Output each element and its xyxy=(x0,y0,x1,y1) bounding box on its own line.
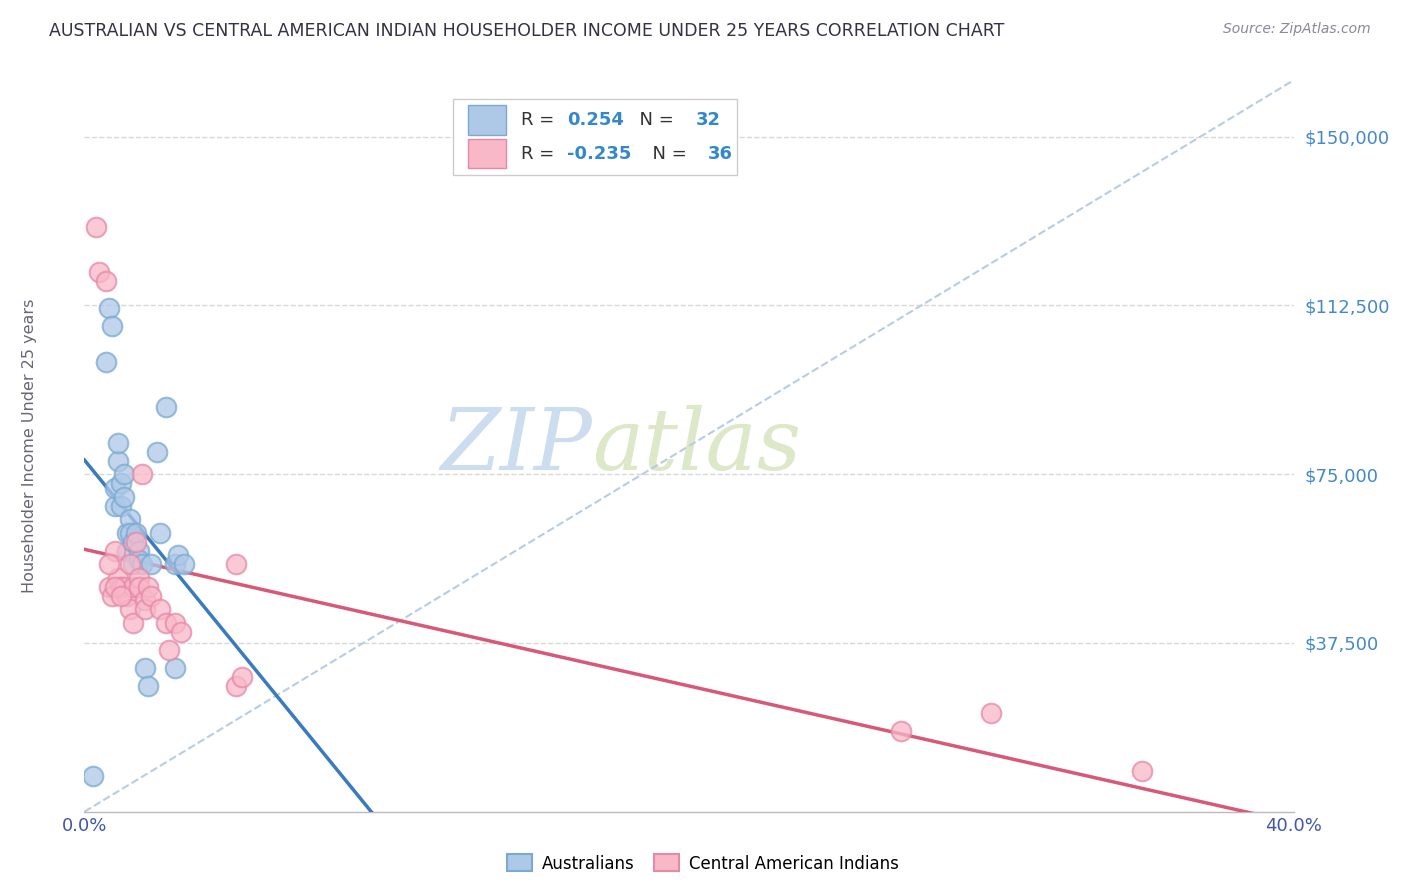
Point xyxy=(128,571,150,585)
Point xyxy=(121,580,143,594)
Text: 32: 32 xyxy=(696,112,721,129)
Text: N =: N = xyxy=(628,112,681,129)
Point xyxy=(121,534,143,549)
Point xyxy=(1130,764,1153,779)
Point xyxy=(128,580,150,594)
Point xyxy=(155,400,177,414)
Text: N =: N = xyxy=(641,145,692,163)
Point xyxy=(110,589,132,603)
Point xyxy=(112,467,135,482)
Point xyxy=(110,580,132,594)
Point xyxy=(118,512,141,526)
Point xyxy=(134,602,156,616)
Point xyxy=(165,661,187,675)
Text: -0.235: -0.235 xyxy=(567,145,631,163)
Text: AUSTRALIAN VS CENTRAL AMERICAN INDIAN HOUSEHOLDER INCOME UNDER 25 YEARS CORRELAT: AUSTRALIAN VS CENTRAL AMERICAN INDIAN HO… xyxy=(49,22,1004,40)
FancyBboxPatch shape xyxy=(453,99,737,176)
Point xyxy=(165,557,187,571)
Point xyxy=(125,534,148,549)
Point xyxy=(107,435,129,450)
Point xyxy=(112,490,135,504)
FancyBboxPatch shape xyxy=(468,105,506,135)
Point xyxy=(100,318,122,333)
Point xyxy=(115,525,138,540)
Point xyxy=(118,602,141,616)
Point xyxy=(165,615,187,630)
Point xyxy=(225,557,247,571)
Point xyxy=(139,557,162,571)
Point xyxy=(89,264,111,278)
Point xyxy=(118,525,141,540)
Point xyxy=(134,661,156,675)
Point xyxy=(225,679,247,693)
Point xyxy=(890,723,912,738)
Point xyxy=(136,679,159,693)
Text: ZIP: ZIP xyxy=(440,405,592,487)
Point xyxy=(131,467,153,482)
Text: R =: R = xyxy=(520,145,560,163)
Point xyxy=(134,593,156,607)
Point xyxy=(97,557,120,571)
Point xyxy=(115,543,138,558)
Text: 0.254: 0.254 xyxy=(567,112,624,129)
Point xyxy=(104,543,127,558)
Point xyxy=(94,274,117,288)
Point xyxy=(149,525,172,540)
Legend: Australians, Central American Indians: Australians, Central American Indians xyxy=(501,847,905,880)
Point xyxy=(110,499,132,513)
Point xyxy=(131,557,153,571)
Text: R =: R = xyxy=(520,112,560,129)
Point xyxy=(104,580,127,594)
Point xyxy=(86,219,108,234)
Point xyxy=(128,552,150,566)
Point xyxy=(118,557,141,571)
Point xyxy=(170,624,193,639)
Point xyxy=(149,602,172,616)
Point xyxy=(125,525,148,540)
Text: 36: 36 xyxy=(709,145,734,163)
Point xyxy=(173,557,195,571)
Point xyxy=(157,642,180,657)
Point xyxy=(104,481,127,495)
Point xyxy=(107,453,129,467)
FancyBboxPatch shape xyxy=(468,139,506,169)
Point xyxy=(155,615,177,630)
Point xyxy=(136,580,159,594)
Point xyxy=(115,589,138,603)
Text: atlas: atlas xyxy=(592,405,801,487)
Point xyxy=(97,580,120,594)
Point xyxy=(980,706,1002,720)
Text: Householder Income Under 25 years: Householder Income Under 25 years xyxy=(22,299,38,593)
Point xyxy=(104,499,127,513)
Point xyxy=(110,476,132,491)
Point xyxy=(112,580,135,594)
Point xyxy=(121,615,143,630)
Point xyxy=(128,543,150,558)
Point xyxy=(107,571,129,585)
Point xyxy=(167,548,190,562)
Point xyxy=(100,589,122,603)
Point xyxy=(94,354,117,368)
Text: Source: ZipAtlas.com: Source: ZipAtlas.com xyxy=(1223,22,1371,37)
Point xyxy=(139,589,162,603)
Point xyxy=(146,444,169,458)
Point xyxy=(97,301,120,315)
Point xyxy=(121,557,143,571)
Point xyxy=(82,769,104,783)
Point xyxy=(231,670,253,684)
